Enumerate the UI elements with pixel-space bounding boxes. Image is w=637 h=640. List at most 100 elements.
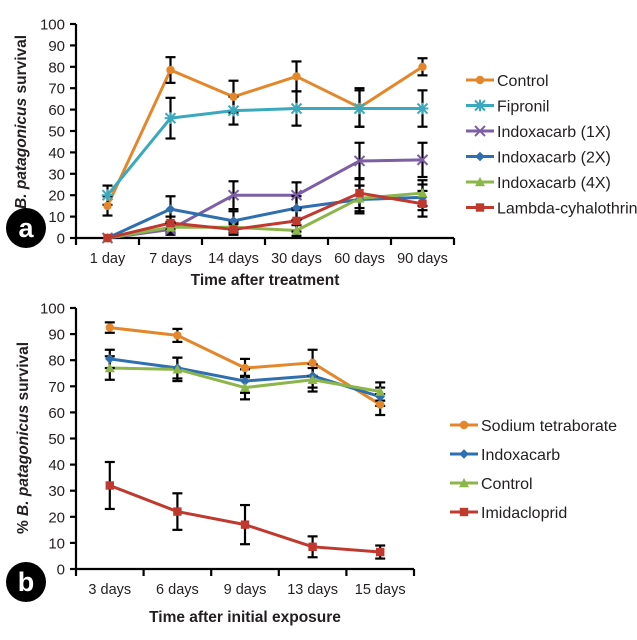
legend-label: Indoxacarb (2X) xyxy=(497,150,611,167)
legend-label: Lambda-cyhalothrin xyxy=(497,201,637,218)
series-indoxacarb-2x xyxy=(106,195,424,240)
data-point-diamond xyxy=(459,449,469,459)
y-axis-title: % B. patagonicus survival xyxy=(13,35,30,227)
y-tick-label: 100 xyxy=(40,17,65,34)
legend-item[interactable]: Imidacloprid xyxy=(450,505,567,522)
data-point-circle xyxy=(166,65,175,75)
y-tick-label: 70 xyxy=(48,379,65,396)
legend-label: Indoxacarb xyxy=(481,447,560,464)
legend-marker-cross xyxy=(466,125,494,137)
data-point-square xyxy=(475,203,485,212)
series-indoxacarb-1x xyxy=(106,158,424,240)
x-tick-label: 13 days xyxy=(287,582,338,598)
legend-item[interactable]: Indoxacarb xyxy=(450,447,560,464)
legend-item[interactable]: Lambda-cyhalothrin xyxy=(466,201,637,218)
data-point-asterisk xyxy=(290,102,303,115)
y-tick-label: 90 xyxy=(48,327,65,344)
y-tick-label: 80 xyxy=(48,353,65,370)
y-axis-title: % B. patagonicus survival xyxy=(15,342,32,534)
data-point-circle xyxy=(308,358,317,368)
x-axis: 1 day 7 days 14 days 30 days 60 days 90 days xyxy=(74,236,456,267)
legend-marker-square xyxy=(450,507,478,517)
legend-item[interactable]: Control xyxy=(450,476,533,493)
legend-label: Sodium tetraborate xyxy=(481,418,617,435)
x-tick-label: 1 day xyxy=(90,251,126,267)
data-point-triangle xyxy=(354,193,365,203)
x-axis-title: Time after initial exposure xyxy=(149,609,341,626)
legend-label: Imidacloprid xyxy=(481,505,567,522)
series-markers xyxy=(105,481,385,557)
y-axis: 0 10 20 30 40 50 60 70 80 90 100 xyxy=(40,301,78,579)
series-markers xyxy=(101,102,429,201)
data-point-circle xyxy=(240,363,250,373)
data-point-square xyxy=(166,218,175,228)
legend-item[interactable]: Indoxacarb (4X) xyxy=(466,175,611,192)
data-point-triangle xyxy=(417,188,428,198)
x-tick-label: 90 days xyxy=(397,251,448,267)
data-point-diamond xyxy=(228,216,239,226)
legend-item[interactable]: Indoxacarb (2X) xyxy=(466,150,611,167)
y-tick-label: 10 xyxy=(48,209,65,226)
series-markers xyxy=(105,323,385,409)
data-point-cross xyxy=(290,189,303,201)
y-tick-label: 20 xyxy=(48,188,65,205)
y-tick-label: 100 xyxy=(40,301,65,318)
y-tick-label: 60 xyxy=(48,102,65,119)
data-point-circle xyxy=(292,72,301,81)
data-point-asterisk xyxy=(353,102,366,115)
series-markers xyxy=(103,188,427,243)
data-point-asterisk xyxy=(164,112,177,124)
chart-b-svg: 0 10 20 30 40 50 60 70 80 90 100 3 days 6 days 9 days… xyxy=(15,301,617,627)
data-point-circle xyxy=(459,420,469,430)
data-point-asterisk xyxy=(416,102,429,115)
legend-marker-triangle xyxy=(450,478,478,488)
chart-panel-b: b 0 10 20 30 40 50 60 70 80 90 100 3 days 6 days 9 da… xyxy=(0,292,637,640)
legend-item[interactable]: Fipronil xyxy=(466,99,549,116)
legend-marker-square xyxy=(466,203,494,212)
series-markers xyxy=(103,62,427,211)
data-point-circle xyxy=(173,331,182,340)
y-tick-label: 30 xyxy=(48,483,65,500)
x-tick-label: 15 days xyxy=(355,582,406,598)
data-point-square xyxy=(105,481,114,490)
data-point-cross xyxy=(227,189,240,201)
data-point-triangle xyxy=(307,374,318,384)
x-tick-label: 6 days xyxy=(156,582,199,598)
legend-item[interactable]: Indoxacarb (1X) xyxy=(466,124,611,141)
y-axis: 0 10 20 30 40 50 60 70 80 90 100 xyxy=(40,17,78,248)
legend-item[interactable]: Control xyxy=(466,73,549,90)
legend-label: Indoxacarb (4X) xyxy=(497,175,611,192)
data-point-circle xyxy=(103,201,112,211)
chart-panel-a: a 0 10 20 30 40 50 60 70 80 90 100 1 day 7 days 14 da… xyxy=(0,0,637,292)
y-tick-label: 40 xyxy=(48,145,65,162)
data-point-triangle xyxy=(104,363,115,373)
x-tick-label: 14 days xyxy=(208,251,259,267)
data-point-diamond xyxy=(291,203,302,213)
legend-label: Indoxacarb (1X) xyxy=(497,124,611,141)
y-tick-label: 20 xyxy=(48,509,65,526)
data-point-square xyxy=(229,225,238,234)
legend-marker-diamond xyxy=(466,151,494,162)
data-point-asterisk xyxy=(474,99,486,112)
y-tick-label: 0 xyxy=(57,231,65,248)
y-tick-label: 30 xyxy=(48,166,65,183)
data-point-asterisk xyxy=(101,189,114,201)
data-point-square xyxy=(459,507,469,517)
y-tick-label: 50 xyxy=(48,124,65,141)
data-point-square xyxy=(103,233,112,243)
y-tick-label: 70 xyxy=(48,81,65,98)
legend-label: Fipronil xyxy=(497,99,549,116)
data-point-square xyxy=(173,507,182,516)
x-tick-label: 7 days xyxy=(149,251,192,267)
data-point-square xyxy=(292,216,301,226)
y-tick-label: 10 xyxy=(48,535,65,552)
legend-marker-circle xyxy=(466,75,494,85)
series-control xyxy=(106,65,424,208)
legend-marker-diamond xyxy=(450,449,478,459)
chart-legend: Sodium tetraborate Indoxacarb Control Imida… xyxy=(450,418,617,522)
legend-item[interactable]: Sodium tetraborate xyxy=(450,418,617,435)
data-point-triangle xyxy=(375,386,386,396)
panel-badge-a: a xyxy=(6,208,46,248)
x-tick-label: 3 days xyxy=(88,582,131,598)
